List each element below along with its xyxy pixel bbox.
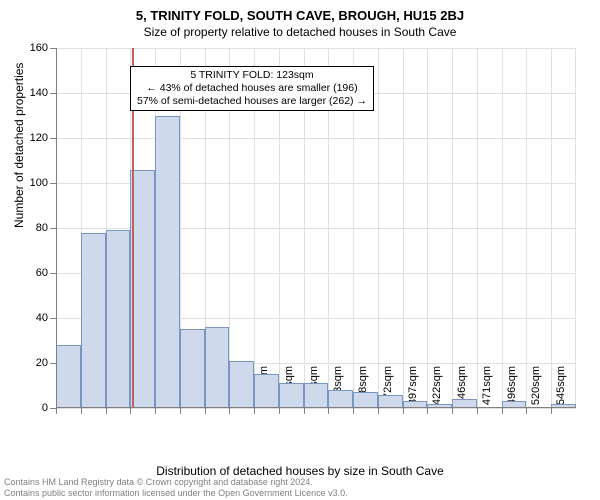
xtick [56, 408, 57, 414]
gridline-v [427, 48, 428, 408]
xtick-label: 471sqm [481, 366, 493, 416]
histogram-chart: 02040608010012014016052sqm77sqm101sqm126… [56, 48, 576, 408]
xtick [328, 408, 329, 414]
xtick [130, 408, 131, 414]
xtick [551, 408, 552, 414]
xtick [180, 408, 181, 414]
gridline-v [526, 48, 527, 408]
page-subtitle: Size of property relative to detached ho… [0, 23, 600, 39]
xtick [378, 408, 379, 414]
xtick-label: 520sqm [530, 366, 542, 416]
xtick [155, 408, 156, 414]
histogram-bar [254, 374, 279, 408]
xtick [477, 408, 478, 414]
gridline-v [378, 48, 379, 408]
xtick [106, 408, 107, 414]
xtick [229, 408, 230, 414]
xtick-label: 372sqm [382, 366, 394, 416]
info-box-line2: ← 43% of detached houses are smaller (19… [137, 82, 367, 95]
xtick-label: 422sqm [431, 366, 443, 416]
xtick [205, 408, 206, 414]
info-box-line3: 57% of semi-detached houses are larger (… [137, 95, 367, 108]
ytick-label: 140 [30, 87, 56, 99]
gridline-v [551, 48, 552, 408]
y-axis-line [56, 48, 57, 408]
gridline-v [575, 48, 576, 408]
ytick-label: 80 [36, 222, 56, 234]
histogram-bar [328, 390, 353, 408]
xtick [254, 408, 255, 414]
histogram-bar [180, 329, 205, 408]
histogram-bar [229, 361, 254, 408]
xtick-label: 496sqm [506, 366, 518, 416]
page-title: 5, TRINITY FOLD, SOUTH CAVE, BROUGH, HU1… [0, 0, 600, 23]
ytick-label: 100 [30, 177, 56, 189]
histogram-bar [279, 383, 304, 408]
histogram-bar [106, 230, 131, 408]
xtick-label: 446sqm [456, 366, 468, 416]
histogram-bar [378, 395, 403, 409]
x-axis-line [56, 407, 576, 408]
x-axis-title: Distribution of detached houses by size … [0, 464, 600, 478]
footer-line1: Contains HM Land Registry data © Crown c… [4, 477, 348, 487]
xtick [403, 408, 404, 414]
xtick [304, 408, 305, 414]
xtick [279, 408, 280, 414]
xtick-label: 545sqm [555, 366, 567, 416]
histogram-bar [205, 327, 230, 408]
ytick-label: 40 [36, 312, 56, 324]
gridline-v [452, 48, 453, 408]
ytick-label: 20 [36, 357, 56, 369]
xtick [353, 408, 354, 414]
info-box-line1: 5 TRINITY FOLD: 123sqm [137, 69, 367, 82]
ytick-label: 120 [30, 132, 56, 144]
xtick [452, 408, 453, 414]
histogram-bar [81, 233, 106, 409]
footer-attribution: Contains HM Land Registry data © Crown c… [4, 477, 348, 498]
histogram-bar [353, 392, 378, 408]
xtick [502, 408, 503, 414]
footer-line2: Contains public sector information licen… [4, 488, 348, 498]
ytick-label: 60 [36, 267, 56, 279]
y-axis-title: Number of detached properties [12, 63, 26, 228]
histogram-bar [56, 345, 81, 408]
xtick [526, 408, 527, 414]
histogram-bar [304, 383, 329, 408]
xtick [81, 408, 82, 414]
gridline-v [477, 48, 478, 408]
gridline-v [403, 48, 404, 408]
histogram-bar [155, 116, 180, 409]
gridline-v [502, 48, 503, 408]
xtick-label: 348sqm [357, 366, 369, 416]
ytick-label: 160 [30, 42, 56, 54]
xtick-label: 397sqm [407, 366, 419, 416]
info-box: 5 TRINITY FOLD: 123sqm← 43% of detached … [130, 66, 374, 111]
ytick-label: 0 [42, 402, 56, 414]
xtick [427, 408, 428, 414]
